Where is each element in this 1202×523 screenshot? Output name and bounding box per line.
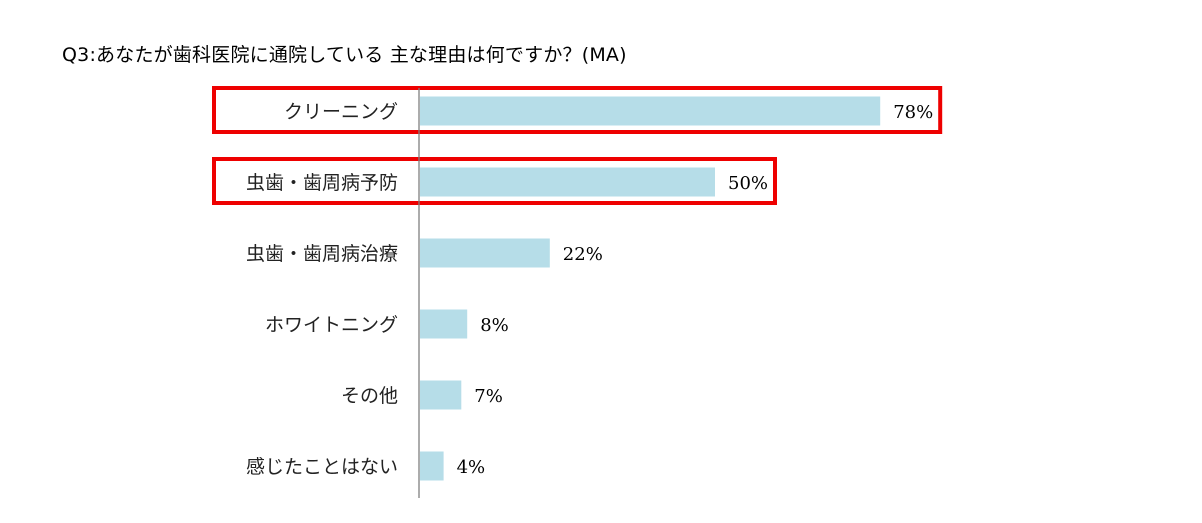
bars-group bbox=[420, 96, 881, 481]
category-label-2: 虫歯・歯周病治療 bbox=[246, 243, 398, 265]
value-label-5: 4% bbox=[457, 457, 486, 478]
category-label-3: ホワイトニング bbox=[265, 314, 398, 336]
bar-3 bbox=[420, 309, 468, 339]
highlight-box-0 bbox=[212, 86, 943, 134]
highlight-box-1 bbox=[212, 157, 777, 205]
value-labels: 78% 50% 22% 8% 7% 4% bbox=[457, 102, 934, 478]
category-label-5: 感じたことはない bbox=[246, 456, 398, 478]
bar-1 bbox=[420, 167, 715, 197]
category-label-4: その他 bbox=[341, 385, 398, 407]
bar-5 bbox=[420, 451, 444, 481]
bar-2 bbox=[420, 238, 550, 268]
bar-0 bbox=[420, 96, 881, 126]
value-label-4: 7% bbox=[474, 386, 503, 407]
category-label-0: クリーニング bbox=[284, 101, 398, 123]
bar-4 bbox=[420, 380, 462, 410]
value-label-1: 50% bbox=[728, 173, 768, 194]
value-label-2: 22% bbox=[563, 244, 603, 265]
chart-title: Q3:あなたが歯科医院に通院している 主な理由は何ですか？(MA) bbox=[62, 44, 627, 66]
value-label-3: 8% bbox=[480, 315, 509, 336]
category-label-1: 虫歯・歯周病予防 bbox=[246, 172, 398, 194]
highlight-boxes bbox=[212, 86, 943, 205]
value-label-0: 78% bbox=[893, 102, 933, 123]
